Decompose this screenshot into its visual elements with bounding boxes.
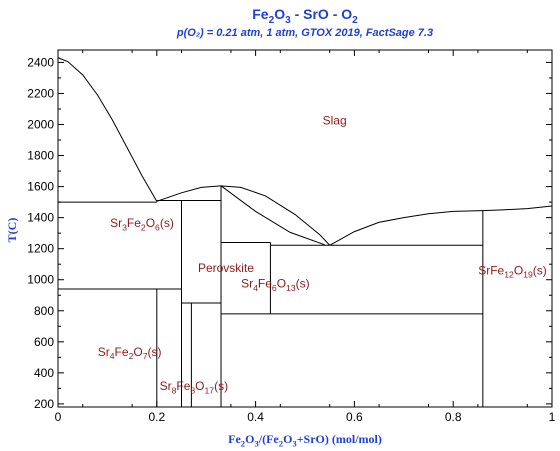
formula-subscript: 7	[143, 351, 148, 361]
formula-subscript: 2	[241, 438, 245, 448]
formula-text: /(Fe	[258, 432, 280, 446]
y-tick-label: 600	[34, 335, 54, 349]
boundary-curve-liquidus-left-inner-segment	[220, 185, 325, 246]
formula-text: (s)	[214, 379, 228, 393]
formula-text: - SrO - O	[291, 6, 353, 22]
formula-subscript: 13	[286, 283, 296, 293]
axis-ticks: 0 0.2 0.4 0.6 0.8 120040060080010001200140016…	[27, 50, 556, 424]
formula-text: O	[133, 345, 142, 359]
y-tick-label: 1400	[27, 211, 54, 225]
formula-subscript: 8	[172, 385, 177, 395]
formula-text: (s)	[160, 216, 174, 230]
y-tick-label: 400	[34, 366, 54, 380]
x-tick-label: 0	[55, 410, 62, 424]
x-tick-label: 1	[549, 410, 556, 424]
formula-text: Sr	[241, 276, 253, 290]
formula-subscript: 2	[352, 15, 358, 26]
formula-text: Fe	[176, 379, 190, 393]
chart-title: Fe2O3 - SrO - O2	[252, 6, 358, 26]
y-tick-label: 2000	[27, 118, 54, 132]
formula-text: Slag	[323, 114, 347, 128]
boundary-curve-liquidus-sro-side	[57, 57, 158, 202]
y-tick-label: 2400	[27, 55, 54, 69]
formula-subscript: 17	[205, 385, 215, 395]
formula-text: O	[146, 216, 155, 230]
formula-text: Sr	[110, 216, 122, 230]
formula-text: (s)	[148, 345, 162, 359]
formula-subscript: 2	[279, 438, 283, 448]
chart-subtitle: p(O₂) = 0.21 atm, 1 atm, GTOX 2019, Fact…	[176, 27, 433, 39]
boundary-curve-liquidus-srfe2-dome	[156, 185, 331, 246]
formula-text: SrFe	[478, 263, 504, 277]
formula-subscript: 3	[285, 15, 291, 26]
formula-subscript: 3	[254, 438, 259, 448]
phase-boundary-lines	[57, 57, 553, 407]
formula-text: O	[277, 276, 286, 290]
formula-text: O	[245, 432, 254, 446]
x-tick-label: 0.4	[247, 410, 264, 424]
x-tick-label: 0.2	[148, 410, 165, 424]
formula-text: Fe	[127, 216, 141, 230]
x-axis-label-group: Fe2O3/(Fe2O3+SrO) (mol/mol)	[228, 432, 382, 448]
y-tick-label: 1000	[27, 273, 54, 287]
formula-subscript: 2	[129, 351, 134, 361]
formula-subscript: 2	[269, 15, 275, 26]
phase-label: Sr8Fe8O17(s)	[160, 379, 229, 395]
formula-subscript: 3	[122, 222, 127, 232]
formula-text: Fe	[228, 432, 241, 446]
x-tick-label: 0.8	[445, 410, 462, 424]
formula-text: O	[195, 379, 204, 393]
plot-area	[57, 49, 553, 408]
y-axis-label: T(C)	[5, 218, 19, 243]
phase-labels: SlagSr3Fe2O6(s)PerovskiteSr4Fe6O13(s)SrF…	[98, 114, 547, 396]
formula-text: +SrO) (mol/mol)	[297, 432, 382, 446]
formula-subscript: 3	[292, 438, 297, 448]
formula-text: (s)	[533, 263, 547, 277]
x-tick-label: 0.6	[346, 410, 363, 424]
formula-text: Fe	[252, 6, 269, 22]
formula-subscript: 4	[253, 283, 258, 293]
formula-text: O	[514, 263, 523, 277]
phase-label: Slag	[323, 114, 347, 128]
y-tick-label: 1200	[27, 242, 54, 256]
phase-label: Sr4Fe2O7(s)	[98, 345, 162, 361]
formula-subscript: 6	[155, 222, 160, 232]
x-axis-label: Fe2O3/(Fe2O3+SrO) (mol/mol)	[228, 432, 382, 448]
y-tick-label: 800	[34, 304, 54, 318]
phase-label: Sr3Fe2O6(s)	[110, 216, 174, 232]
formula-text: O	[283, 432, 292, 446]
phase-label: Sr4Fe6O13(s)	[241, 276, 310, 292]
chart-title-group: Fe2O3 - SrO - O2	[252, 6, 358, 26]
formula-subscript: 8	[190, 385, 195, 395]
formula-subscript: 4	[110, 351, 115, 361]
y-tick-label: 1600	[27, 180, 54, 194]
phase-label: SrFe12O19(s)	[478, 263, 547, 279]
formula-subscript: 2	[141, 222, 146, 232]
boundary-curve-liquidus-hexaferrite-side	[329, 205, 553, 246]
formula-text: Sr	[160, 379, 172, 393]
formula-subscript: 19	[523, 270, 533, 280]
formula-text: O	[274, 6, 285, 22]
formula-text: Fe	[258, 276, 272, 290]
formula-text: Perovskite	[198, 261, 254, 275]
formula-subscript: 12	[504, 270, 514, 280]
y-tick-label: 200	[34, 397, 54, 411]
phase-label: Perovskite	[198, 261, 254, 275]
formula-text: Fe	[115, 345, 129, 359]
plot-frame	[57, 49, 553, 408]
formula-subscript: 6	[272, 283, 277, 293]
y-tick-label: 1800	[27, 149, 54, 163]
formula-text: (s)	[296, 276, 310, 290]
formula-text: Sr	[98, 345, 110, 359]
y-tick-label: 2200	[27, 86, 54, 100]
